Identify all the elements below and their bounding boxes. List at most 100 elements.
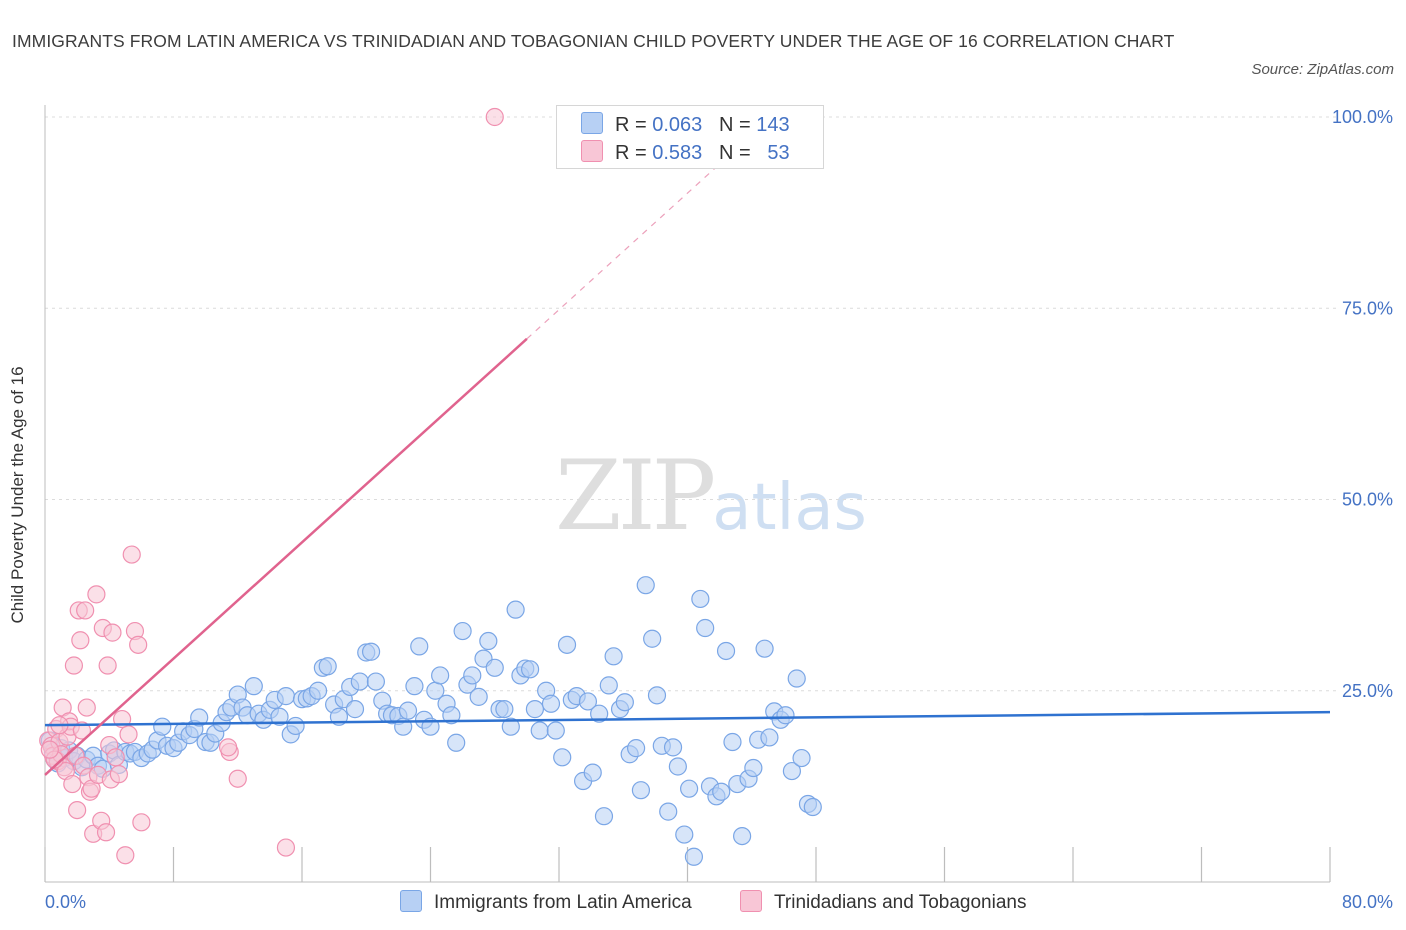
point-immigrants: [276, 687, 296, 706]
point-immigrants: [485, 658, 504, 677]
point-immigrants: [712, 782, 731, 801]
point-immigrants: [541, 694, 561, 713]
point-immigrants: [361, 642, 381, 661]
point-immigrants: [318, 657, 337, 676]
bottom-legend-swatch-pink: [740, 890, 762, 912]
point-immigrants: [525, 700, 545, 719]
legend-swatch-pink: [581, 140, 603, 162]
point-trinidadians: [276, 838, 296, 857]
point-immigrants: [744, 758, 763, 778]
point-immigrants: [520, 660, 540, 679]
point-immigrants: [286, 716, 305, 736]
point-immigrants: [604, 647, 623, 666]
chart-title: IMMIGRANTS FROM LATIN AMERICA VS TRINIDA…: [12, 31, 1175, 51]
point-immigrants: [244, 677, 263, 696]
point-trinidadians: [109, 765, 128, 784]
legend-row-immigrants: R = 0.063 N = 143: [581, 112, 790, 138]
point-trinidadians: [72, 721, 92, 740]
point-immigrants: [447, 733, 466, 752]
point-immigrants: [190, 708, 209, 727]
point-immigrants: [479, 631, 498, 651]
point-immigrants: [583, 763, 602, 782]
point-immigrants: [557, 635, 577, 654]
point-trinidadians: [116, 846, 135, 865]
point-trinidadians: [106, 748, 125, 767]
point-trinidadians: [119, 725, 138, 744]
point-immigrants: [680, 779, 699, 798]
point-trinidadians: [122, 545, 141, 564]
point-immigrants: [590, 704, 609, 723]
point-immigrants: [553, 748, 572, 767]
point-trinidadians: [98, 656, 117, 675]
point-immigrants: [431, 666, 450, 685]
point-immigrants: [530, 721, 549, 740]
point-trinidadians: [485, 107, 504, 127]
point-immigrants: [733, 826, 752, 846]
point-trinidadians: [103, 623, 122, 642]
point-trinidadians: [87, 585, 106, 604]
point-immigrants: [366, 672, 385, 691]
x-tick-label: 0.0%: [45, 892, 86, 912]
point-trinidadians: [96, 823, 116, 842]
y-axis-label: Child Poverty Under the Age of 16: [8, 366, 27, 624]
point-immigrants: [782, 761, 802, 781]
watermark-zip: ZIP: [555, 440, 716, 552]
legend-swatch-blue: [581, 112, 603, 134]
point-immigrants: [308, 681, 328, 700]
y-tick-label: 50.0%: [1342, 490, 1393, 510]
point-immigrants: [442, 706, 461, 725]
series-trinidadians-points: [39, 107, 504, 865]
point-immigrants: [716, 641, 736, 661]
point-immigrants: [643, 629, 662, 648]
legend-row-trinidadians: R = 0.583 N = 53: [581, 140, 790, 166]
legend-r-value: 0.583: [652, 142, 703, 164]
point-trinidadians: [228, 769, 247, 788]
point-immigrants: [668, 757, 687, 776]
point-immigrants: [599, 676, 618, 695]
series-immigrants-points: [40, 576, 822, 866]
legend-n-value: 53: [767, 142, 790, 164]
point-immigrants: [345, 700, 365, 719]
y-tick-label: 100.0%: [1332, 107, 1393, 127]
tick-labels: 25.0% 50.0% 75.0% 100.0% 0.0% 80.0%: [45, 107, 1393, 912]
axes: [44, 105, 1331, 883]
point-trinidadians: [77, 698, 96, 717]
point-immigrants: [675, 825, 694, 844]
point-immigrants: [594, 807, 614, 826]
point-trinidadians: [71, 631, 90, 650]
point-immigrants: [696, 618, 715, 638]
point-trinidadians: [63, 774, 82, 794]
point-immigrants: [803, 797, 822, 817]
point-immigrants: [631, 781, 651, 800]
y-tick-label: 25.0%: [1342, 681, 1393, 701]
point-immigrants: [636, 576, 655, 595]
bottom-legend-immigrants: Immigrants from Latin America: [400, 890, 692, 914]
trend-line-trinidadians: [44, 337, 528, 776]
point-immigrants: [398, 701, 418, 720]
trend-line-immigrants: [44, 710, 1331, 727]
point-trinidadians: [40, 740, 59, 759]
trend-line-trinidadians-extension: [526, 154, 730, 340]
point-trinidadians: [76, 601, 95, 620]
legend-r-value: 0.063: [652, 114, 703, 136]
point-immigrants: [578, 692, 598, 711]
correlation-legend: R = 0.063 N = 143 R = 0.583 N = 53: [556, 105, 824, 169]
point-immigrants: [626, 739, 646, 758]
bottom-legend-swatch-blue: [400, 890, 422, 912]
point-immigrants: [463, 666, 482, 685]
watermark: ZIPatlas: [555, 440, 867, 552]
point-immigrants: [615, 693, 634, 712]
watermark-atlas: atlas: [712, 471, 867, 545]
point-trinidadians: [132, 813, 151, 832]
point-immigrants: [453, 621, 472, 641]
trend-lines: [44, 154, 1331, 776]
y-tick-label: 75.0%: [1342, 298, 1393, 318]
point-immigrants: [691, 589, 710, 609]
grid-lines: [45, 116, 1340, 692]
point-immigrants: [723, 732, 742, 752]
point-trinidadians: [64, 656, 84, 675]
point-trinidadians: [129, 635, 148, 654]
source-label: Source: ZipAtlas.com: [1251, 61, 1394, 78]
point-immigrants: [659, 802, 678, 821]
